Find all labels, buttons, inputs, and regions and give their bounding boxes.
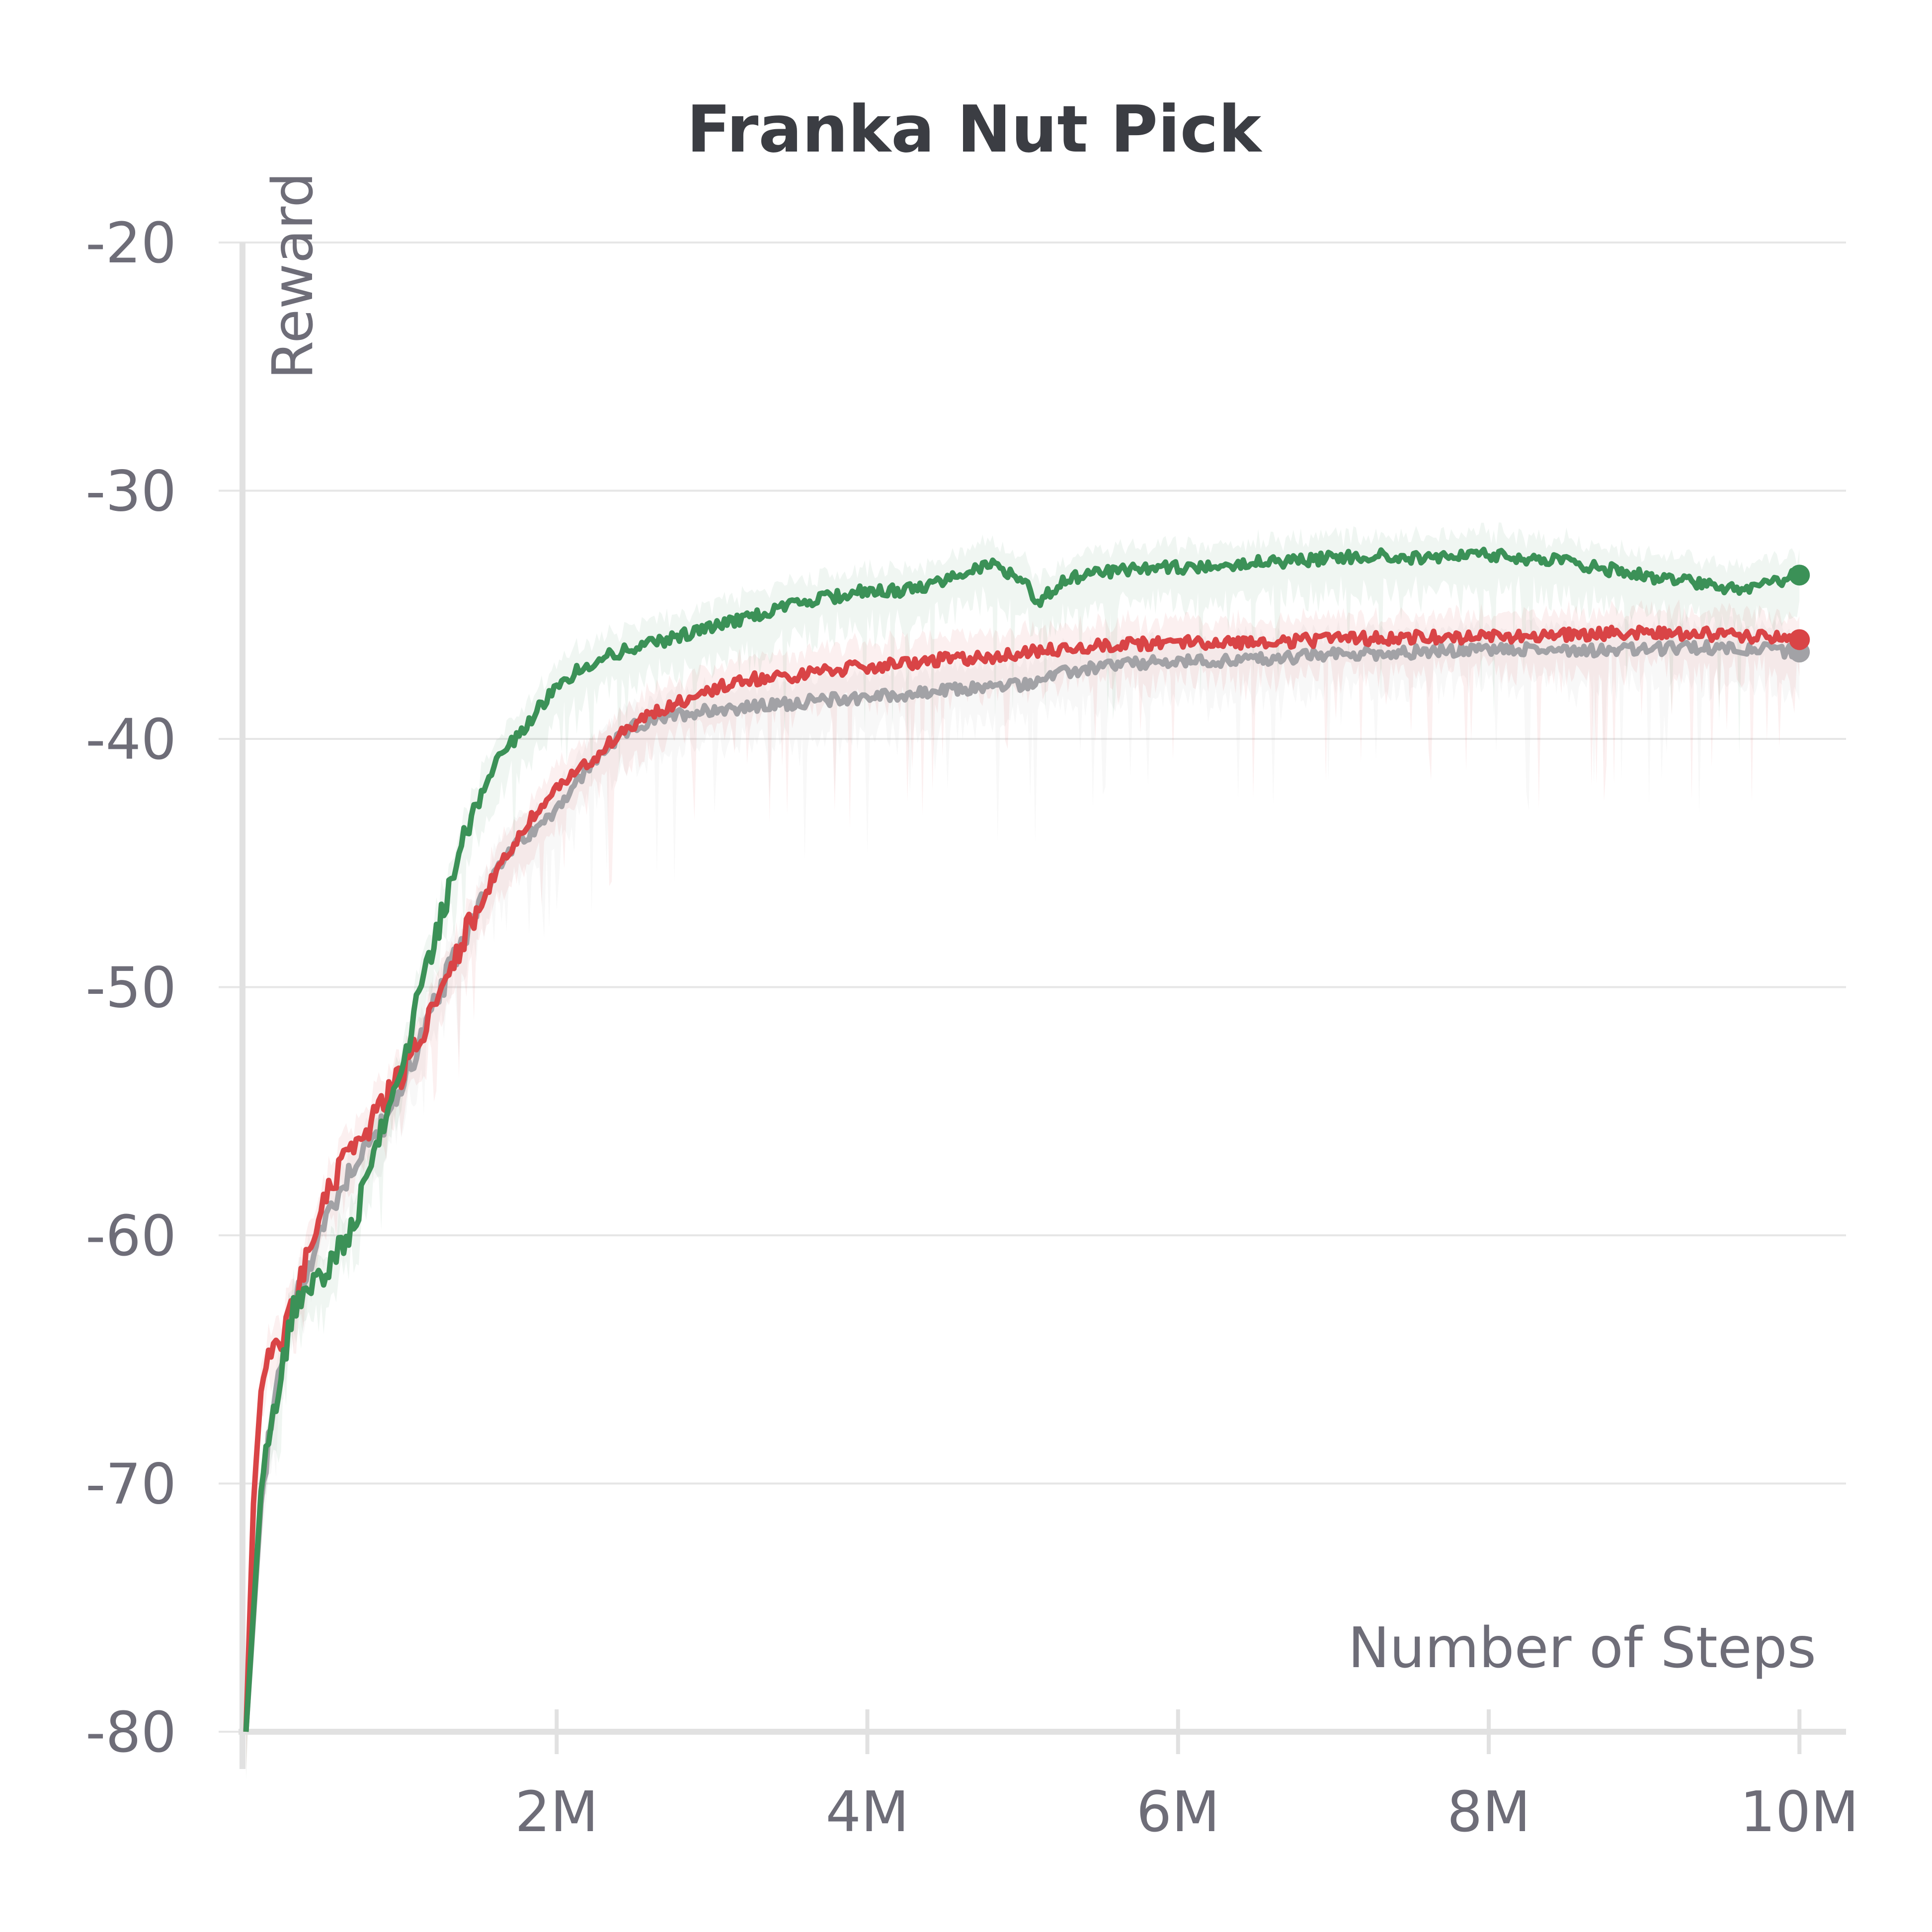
x-tick-label: 6M <box>1136 1780 1220 1845</box>
series-end-point-2 <box>1789 629 1810 650</box>
y-tick-label: -40 <box>85 708 176 772</box>
variance-bands <box>246 522 1800 1781</box>
series-line-2 <box>243 625 1800 1732</box>
y-tick-label: -20 <box>85 211 176 276</box>
series-lines <box>243 547 1810 1732</box>
series-end-point-3 <box>1789 564 1810 586</box>
x-tick-label: 8M <box>1447 1780 1530 1845</box>
grid-lines <box>219 242 1846 1733</box>
series-band-2 <box>246 599 1800 1775</box>
series-band-1 <box>246 613 1800 1771</box>
x-tick-label: 2M <box>515 1780 598 1845</box>
chart-title: Franka Nut Pick <box>687 91 1263 167</box>
y-tick-label: -50 <box>85 956 176 1021</box>
tick-labels: -80 -70 -60 -50 -40 -30 -20 2M 4M 6M 8M 10M <box>85 211 1859 1845</box>
x-tick-label: 4M <box>826 1780 909 1845</box>
y-tick-label: -60 <box>85 1204 176 1269</box>
y-axis-label: Reward <box>261 172 325 379</box>
y-tick-label: -70 <box>85 1452 176 1517</box>
x-tick-label: 10M <box>1740 1780 1859 1845</box>
axes <box>239 242 1846 1769</box>
x-axis-label: Number of Steps <box>1348 1616 1816 1681</box>
series-line-3 <box>243 547 1802 1732</box>
y-tick-label: -80 <box>85 1700 176 1765</box>
y-tick-label: -30 <box>85 460 176 524</box>
